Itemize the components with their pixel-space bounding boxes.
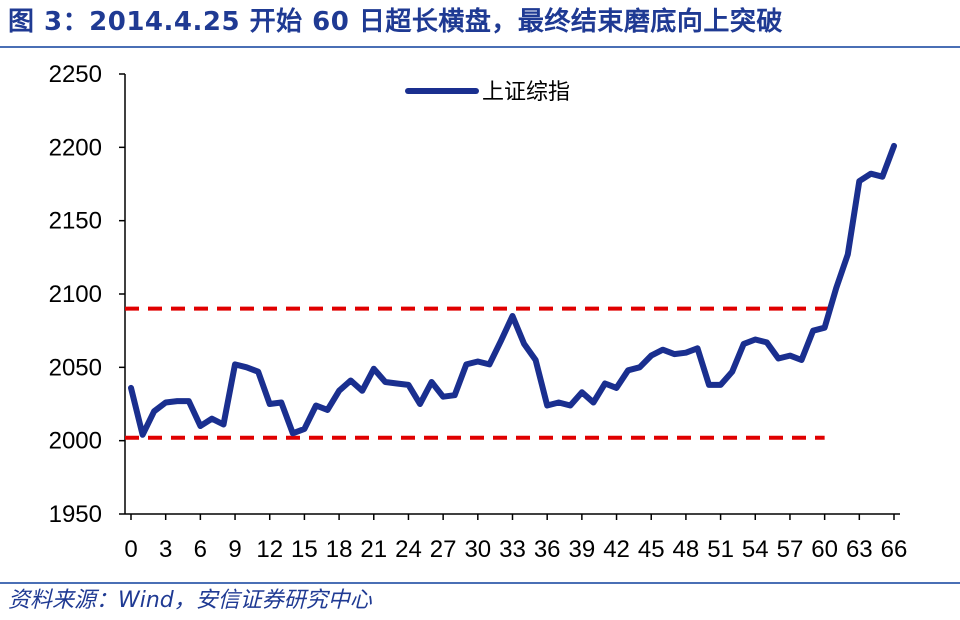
x-tick-label: 6 <box>194 536 207 563</box>
x-tick-label: 30 <box>464 536 491 563</box>
x-tick-label: 36 <box>534 536 561 563</box>
x-tick-label: 45 <box>638 536 665 563</box>
x-tick-label: 66 <box>881 536 908 563</box>
x-tick-label: 15 <box>291 536 318 563</box>
reference-lines <box>125 306 837 440</box>
x-tick-label: 12 <box>256 536 283 563</box>
series-line <box>128 142 897 438</box>
y-tick-label: 2100 <box>49 281 102 308</box>
y-tick-label: 2000 <box>49 428 102 455</box>
source-note: 资料来源：Wind，安信证券研究中心 <box>8 588 372 613</box>
y-tick-label: 2150 <box>49 208 102 235</box>
x-tick-label: 3 <box>159 536 172 563</box>
y-tick-label: 2250 <box>49 61 102 88</box>
y-tick-label: 1950 <box>49 501 102 528</box>
x-tick-label: 42 <box>603 536 630 563</box>
y-tick-label: 2200 <box>49 134 102 161</box>
x-tick-label: 24 <box>395 536 422 563</box>
x-tick-label: 48 <box>673 536 700 563</box>
legend-label: 上证综指 <box>482 80 570 105</box>
figure-title: 图 3：2014.4.25 开始 60 日超长横盘，最终结束磨底向上突破 <box>8 7 783 37</box>
title-divider <box>0 46 960 48</box>
x-tick-label: 9 <box>228 536 241 563</box>
series-layer <box>128 142 897 438</box>
x-tick-label: 39 <box>569 536 596 563</box>
legend: 上证综指 <box>405 80 570 105</box>
x-tick-label: 60 <box>811 536 838 563</box>
x-tick-label: 27 <box>430 536 457 563</box>
x-tick-label: 21 <box>360 536 387 563</box>
x-tick-label: 51 <box>707 536 734 563</box>
x-tick-label: 54 <box>742 536 769 563</box>
x-tick-label: 63 <box>846 536 873 563</box>
x-tick-label: 57 <box>777 536 804 563</box>
x-tick-label: 18 <box>326 536 353 563</box>
x-tick-label: 0 <box>124 536 137 563</box>
x-tick-label: 33 <box>499 536 526 563</box>
source-divider <box>0 582 960 584</box>
y-tick-label: 2050 <box>49 354 102 381</box>
